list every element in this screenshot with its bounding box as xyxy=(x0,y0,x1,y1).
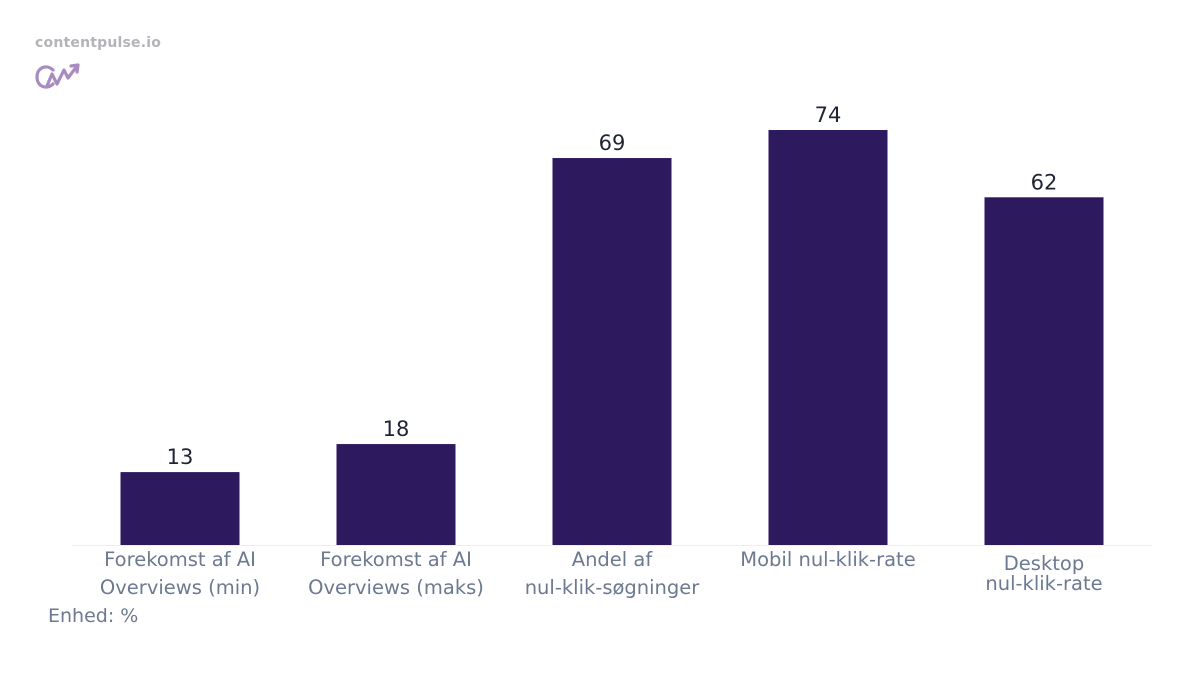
x-tick-label: Forekomst af AI Overviews (maks) xyxy=(308,548,484,599)
data-label: 18 xyxy=(383,417,410,441)
data-label: 69 xyxy=(599,131,626,155)
data-label: 74 xyxy=(815,103,842,127)
brand-site-name: contentpulse.io xyxy=(35,35,162,51)
x-tick-label: Forekomst af AI Overviews (min) xyxy=(100,548,260,599)
bar xyxy=(984,197,1104,545)
x-tick-label: Andel af nul-klik-søgninger xyxy=(525,548,701,599)
x-tick-label: Mobil nul-klik-rate xyxy=(740,548,915,571)
bar xyxy=(552,158,672,546)
unit-note: Enhed: % xyxy=(48,605,139,627)
x-tick-label: Desktop nul-klik-rate xyxy=(985,552,1102,595)
data-label: 13 xyxy=(167,445,194,469)
cw-trend-logo-icon xyxy=(35,63,80,89)
data-label: 62 xyxy=(1031,170,1058,194)
bar xyxy=(120,472,240,545)
bar xyxy=(336,444,456,545)
bar xyxy=(768,130,888,545)
